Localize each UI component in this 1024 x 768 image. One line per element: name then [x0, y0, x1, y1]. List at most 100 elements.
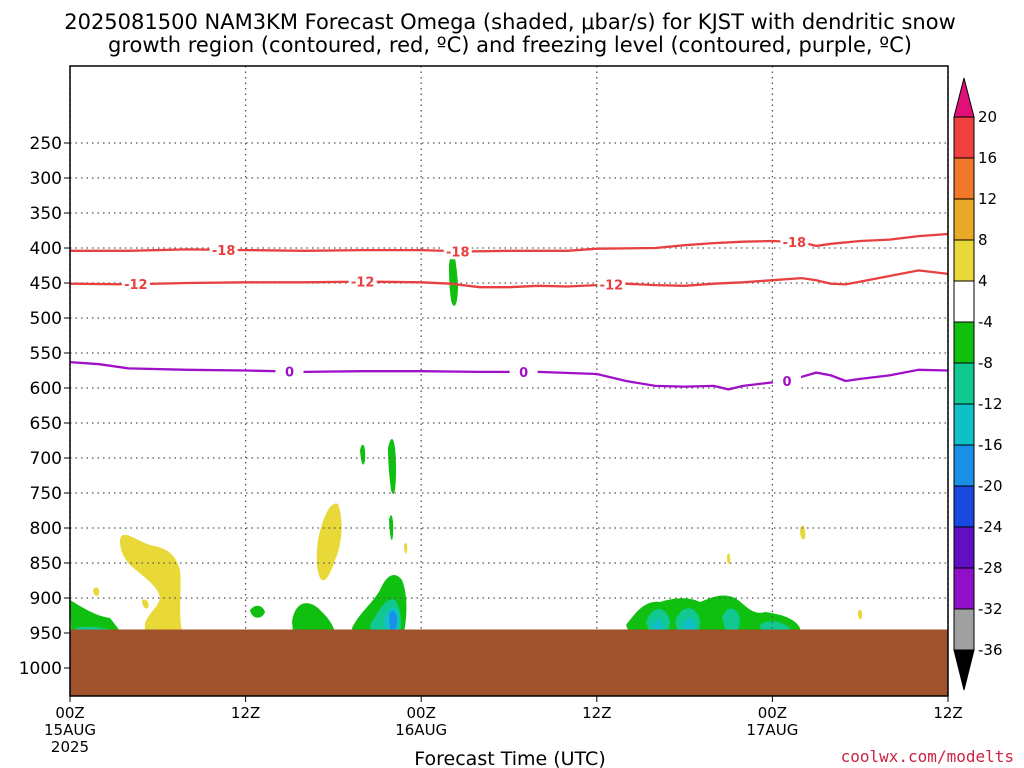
- colorbar-tick-label: 4: [978, 272, 988, 290]
- contour-label: 0: [285, 366, 294, 381]
- omega-region: [449, 252, 458, 306]
- y-tick-label: 350: [30, 204, 62, 224]
- colorbar-swatch: [953, 362, 975, 405]
- colorbar-tick-label: -16: [978, 436, 1003, 454]
- colorbar-tick-label: 8: [978, 231, 988, 249]
- contour-label-bg: [443, 243, 472, 260]
- colorbar-swatch: [953, 608, 975, 651]
- credit-label: coolwx.com/modelts: [841, 747, 1014, 766]
- positive-omega-region: [858, 609, 863, 620]
- contour-label: -18: [783, 236, 807, 251]
- colorbar-tick-label: 20: [978, 108, 997, 126]
- x-tick-label: 00Z: [758, 704, 787, 722]
- y-tick-label: 1000: [19, 659, 62, 679]
- x-tick-date: 17AUG: [746, 721, 798, 739]
- colorbar-tick-label: -28: [978, 559, 1003, 577]
- positive-omega-region: [404, 542, 408, 554]
- colorbar-swatch: [953, 444, 975, 487]
- omega-region: [360, 444, 366, 465]
- omega-region: [388, 439, 396, 494]
- colorbar-swatch: [953, 485, 975, 528]
- contour-label: -12: [600, 278, 624, 293]
- colorbar-tick-label: -24: [978, 518, 1003, 536]
- contour-line: [69, 269, 949, 289]
- x-tick-year: 2025: [51, 738, 89, 756]
- colorbar-tick-label: -32: [978, 600, 1003, 618]
- contour-label: -18: [212, 244, 236, 259]
- y-axis-ticks: 250 300 350 400 450 500 550 600 650 700 750 800 850 9…: [19, 134, 70, 679]
- x-tick-label: 00Z: [55, 704, 84, 722]
- positive-omega-region: [727, 553, 731, 565]
- colorbar-swatch: [953, 239, 975, 282]
- colorbar-swatch: [953, 403, 975, 446]
- x-tick-date: 15AUG: [44, 721, 96, 739]
- temperature-contours: [69, 232, 949, 391]
- positive-omega-region: [93, 587, 100, 597]
- colorbar: 20 16 12 8 4 -4 -8 -12 -16 -20 -24 -28 -32 -36: [953, 77, 1003, 691]
- colorbar-tick-label: 12: [978, 190, 997, 208]
- positive-omega-region: [800, 525, 806, 540]
- y-tick-label: 650: [30, 414, 62, 434]
- colorbar-tick-label: -20: [978, 477, 1003, 495]
- y-tick-label: 850: [30, 554, 62, 574]
- plot-frame: [69, 65, 949, 697]
- x-axis-label: Forecast Time (UTC): [414, 748, 605, 768]
- contour-label-bg: [348, 273, 377, 290]
- colorbar-swatch: [953, 321, 975, 364]
- grid-lines: [69, 66, 949, 696]
- x-tick-date: 16AUG: [395, 721, 447, 739]
- omega-region: [250, 605, 265, 618]
- y-tick-label: 500: [30, 309, 62, 329]
- y-tick-label: 700: [30, 449, 62, 469]
- contour-label-bg: [773, 373, 802, 389]
- y-tick-label: 550: [30, 344, 62, 364]
- contour-label: -12: [351, 276, 375, 291]
- contour-label-bg: [275, 363, 304, 380]
- contour-label: -12: [124, 278, 148, 293]
- colorbar-swatch: [953, 526, 975, 569]
- colorbar-swatch: [953, 116, 975, 159]
- x-tick-label: 12Z: [933, 704, 962, 722]
- colorbar-bottom-triangle: [953, 649, 975, 691]
- contour-line: [70, 232, 949, 253]
- contour-label: 0: [783, 375, 792, 390]
- omega-region: [389, 610, 397, 632]
- contour-label-bg: [121, 276, 150, 293]
- colorbar-tick-label: 16: [978, 149, 997, 167]
- contour-labels: -18 -18 -18 -12 -12 -12 0 0 0: [121, 234, 809, 390]
- y-tick-label: 300: [30, 169, 62, 189]
- x-tick-label: 12Z: [582, 704, 611, 722]
- contour-label-bg: [509, 363, 538, 380]
- y-tick-label: 450: [30, 274, 62, 294]
- x-tick-label: 12Z: [231, 704, 260, 722]
- chart-title-line-1: 2025081500 NAM3KM Forecast Omega (shaded…: [64, 10, 956, 34]
- colorbar-tick-label: -4: [978, 313, 993, 331]
- y-tick-label: 250: [30, 134, 62, 154]
- contour-label: 0: [519, 366, 528, 381]
- contour-label-bg: [780, 234, 809, 251]
- y-tick-label: 750: [30, 484, 62, 504]
- contour-label-bg: [209, 241, 238, 258]
- contour-label: -18: [446, 245, 470, 260]
- omega-region: [722, 608, 740, 635]
- contour-label-bg: [597, 276, 626, 293]
- y-tick-label: 400: [30, 239, 62, 259]
- x-tick-label: 00Z: [407, 704, 436, 722]
- colorbar-top-triangle: [953, 77, 975, 118]
- positive-omega-region: [142, 599, 149, 609]
- positive-omega-region: [120, 534, 182, 638]
- colorbar-swatch: [953, 157, 975, 200]
- y-tick-label: 900: [30, 589, 62, 609]
- chart-title-line-2: growth region (contoured, red, ºC) and f…: [108, 33, 912, 57]
- colorbar-tick-label: -36: [978, 641, 1003, 659]
- colorbar-swatch: [953, 567, 975, 610]
- colorbar-tick-label: -12: [978, 395, 1003, 413]
- omega-region: [389, 515, 394, 540]
- contour-line: [69, 360, 949, 391]
- colorbar-tick-label: -8: [978, 354, 993, 372]
- colorbar-swatch: [953, 280, 975, 323]
- positive-omega-region: [316, 503, 342, 581]
- terrain-block: [70, 629, 948, 696]
